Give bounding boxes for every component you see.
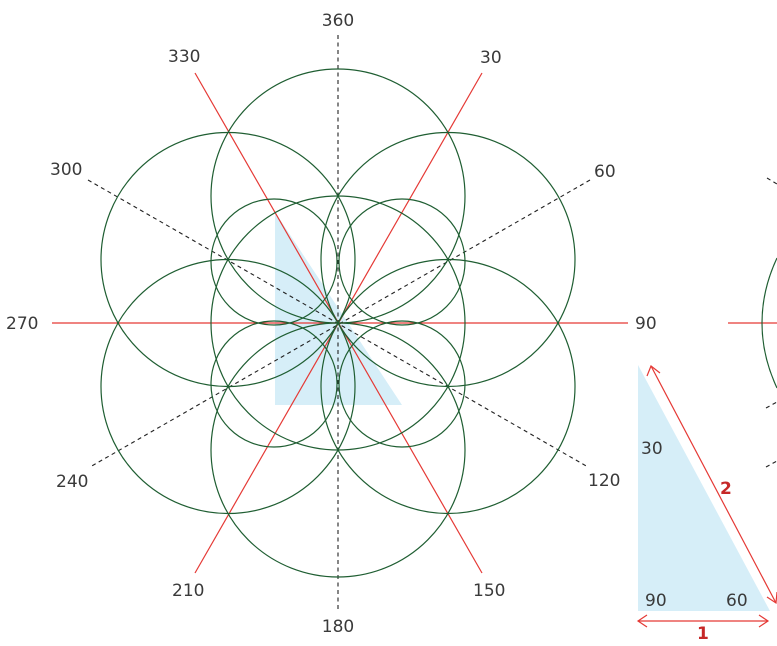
- circle-upper-left: [100, 131, 356, 388]
- base-length-label: 1: [697, 624, 709, 641]
- angle-label-120: 120: [588, 471, 620, 491]
- angle-label-90: 90: [635, 314, 657, 334]
- angle-label-360: 360: [322, 11, 354, 31]
- petal-circle-bottom-right: [338, 320, 466, 448]
- angle-label-210: 210: [172, 581, 204, 601]
- base-arrowhead-left: [636, 614, 648, 628]
- petal-circle-top-left: [210, 198, 338, 326]
- angle-label-150: 150: [473, 581, 505, 601]
- angle-label-30: 30: [480, 48, 502, 68]
- hypotenuse-arrow-line: [650, 365, 777, 604]
- angle-label-240: 240: [56, 472, 88, 492]
- triangle-angle-bottom-left: 90: [645, 591, 667, 611]
- second-dashed-mid-top: [765, 401, 777, 409]
- angle-label-270: 270: [6, 314, 38, 334]
- circle-lower-left: [100, 258, 356, 515]
- second-circle-arc: [761, 257, 777, 389]
- circle-lower-right: [320, 258, 576, 515]
- circle-upper-right: [320, 131, 576, 388]
- reference-triangle: 30 90 60 2 1: [636, 365, 777, 644]
- hypotenuse-arrowhead-top: [646, 365, 661, 377]
- second-dashed-mid-bottom: [765, 460, 777, 468]
- second-rosette-partial: [728, 177, 777, 468]
- hypotenuse-length-label: 2: [720, 479, 732, 499]
- angle-label-60: 60: [594, 162, 616, 182]
- petal-circle-top-right: [338, 198, 466, 326]
- triangle-angle-top: 30: [641, 439, 663, 459]
- angle-labels: 360 30 60 90 120 150 180 210 240 270 300…: [6, 11, 657, 637]
- reference-triangle-fill: [638, 365, 770, 611]
- base-arrowhead-right: [758, 614, 770, 628]
- angle-label-330: 330: [168, 47, 200, 67]
- triangle-angle-bottom-right: 60: [726, 591, 748, 611]
- angle-label-180: 180: [322, 617, 354, 637]
- second-dashed-top: [766, 177, 777, 185]
- petal-circle-bottom-left: [210, 320, 338, 448]
- angle-label-300: 300: [50, 160, 82, 180]
- circles: [100, 68, 576, 578]
